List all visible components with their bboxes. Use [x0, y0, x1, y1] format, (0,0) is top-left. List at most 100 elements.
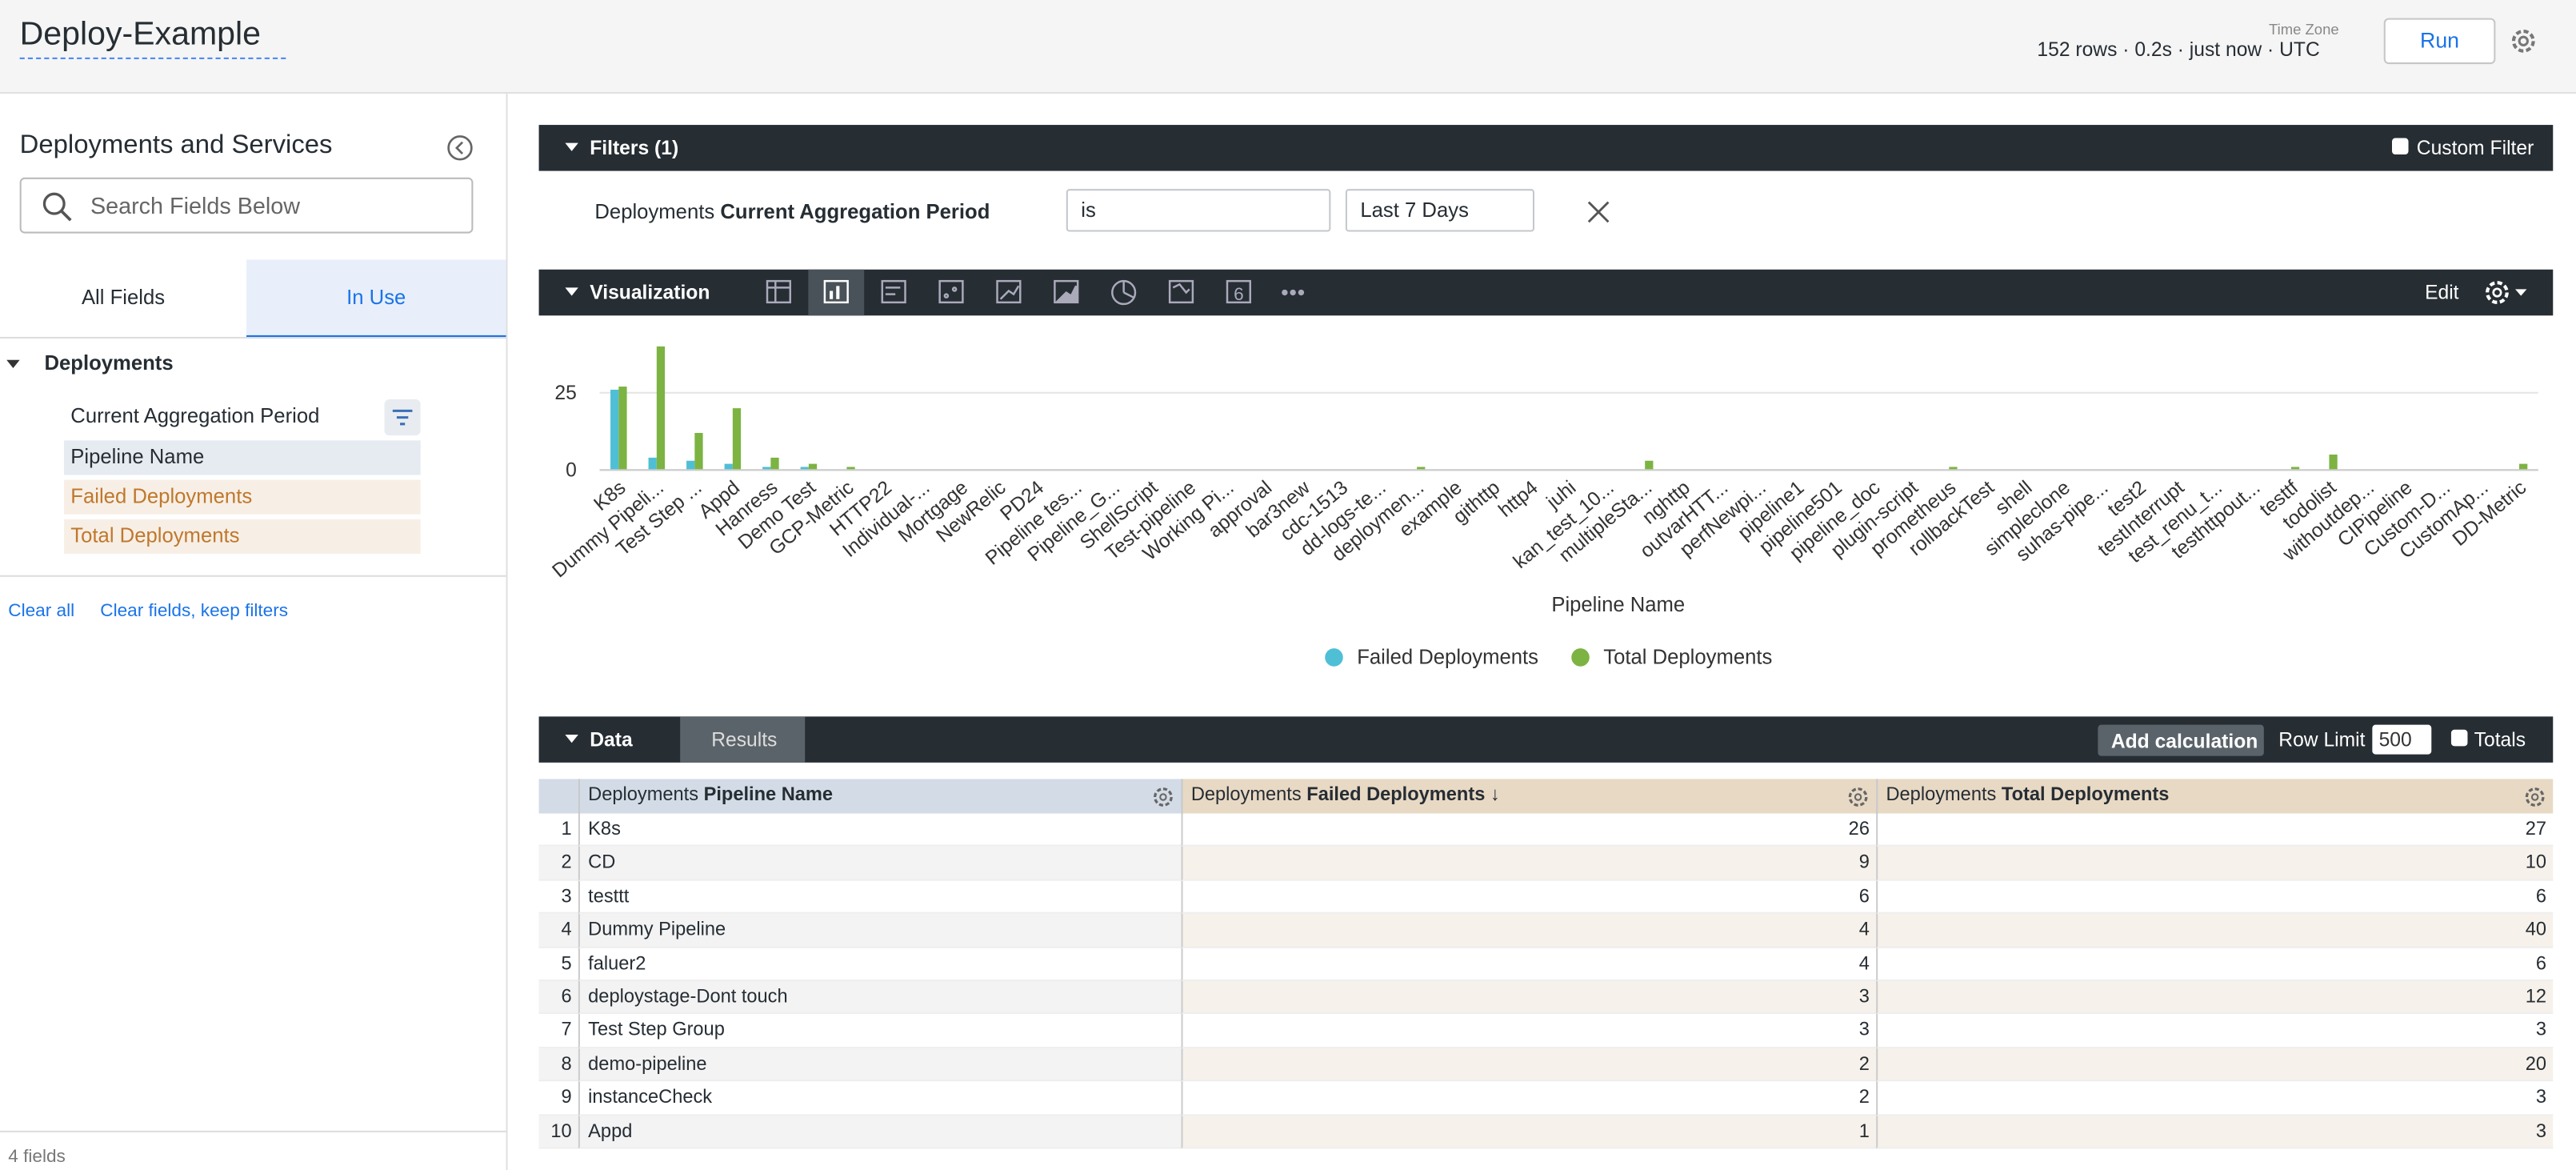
visualization-bar[interactable]: Visualization 6 Edit: [538, 269, 2554, 316]
bar: [694, 432, 703, 471]
header: [0, 0, 2576, 94]
bar: [724, 463, 733, 471]
divider: [0, 575, 506, 577]
column-header[interactable]: Deployments Pipeline Name: [578, 779, 1182, 814]
cell: 1: [1181, 1115, 1877, 1149]
expand-icon[interactable]: [6, 359, 20, 368]
legend-swatch: [1325, 648, 1343, 667]
cell: demo-pipeline: [578, 1048, 1182, 1082]
cell: 20: [1876, 1048, 2554, 1082]
x-axis-title: Pipeline Name: [1551, 594, 1685, 616]
tab[interactable]: All Fields: [81, 286, 166, 310]
bar: [686, 460, 695, 471]
row-index: 2: [538, 847, 578, 881]
cell: testtt: [578, 880, 1182, 915]
cell: instanceCheck: [578, 1081, 1182, 1116]
cell: faluer2: [578, 948, 1182, 981]
cell: 27: [1876, 813, 2554, 847]
viz-settings[interactable]: [2482, 278, 2532, 307]
tab[interactable]: Data: [590, 727, 633, 751]
checkbox[interactable]: [2391, 138, 2409, 155]
column-settings[interactable]: [1846, 785, 1870, 808]
column-view: Deployments: [588, 785, 699, 806]
settings-icon[interactable]: [2509, 26, 2538, 56]
search-icon: [42, 192, 72, 222]
filter-icon[interactable]: [384, 399, 421, 436]
column-view: Deployments: [1190, 785, 1302, 806]
legend-label: Failed Deployments: [1357, 647, 1538, 669]
field[interactable]: Current Aggregation Period: [70, 404, 320, 427]
cell: 4: [1181, 914, 1877, 948]
filter-view: Deployments: [594, 200, 715, 224]
cell: 26: [1181, 813, 1877, 847]
y-tick-label: 0: [566, 460, 577, 482]
edit-button[interactable]: Edit: [2425, 281, 2459, 304]
row-index: 1: [538, 813, 578, 847]
add-calc-button[interactable]: [2098, 724, 2264, 756]
checkbox-label: Totals: [2474, 727, 2526, 751]
collapse-icon[interactable]: [446, 133, 475, 162]
run-button[interactable]: Run: [2383, 18, 2496, 65]
group-label: Deployments: [44, 351, 174, 375]
column-header[interactable]: Deployments Total Deployments: [1876, 779, 2554, 814]
row-index: 5: [538, 948, 578, 981]
x-tick-label: http4: [1494, 477, 1542, 522]
column-header[interactable]: Deployments Failed Deployments ↓: [1181, 779, 1877, 814]
row-index: 8: [538, 1048, 578, 1082]
filters-bar[interactable]: Filters (1) Custom Filter: [538, 125, 2554, 171]
add-calc-label: Add calculation: [2110, 729, 2258, 753]
column-settings[interactable]: [1152, 785, 1175, 808]
field[interactable]: Pipeline Name: [64, 440, 421, 475]
cell: 12: [1876, 980, 2554, 1015]
field[interactable]: Total Deployments: [64, 519, 421, 555]
index-header: [538, 779, 578, 814]
y-tick-label: 25: [554, 383, 576, 404]
bar: [770, 457, 779, 471]
row-limit-label: Row Limit: [2278, 727, 2366, 751]
field-count: 4 fields: [8, 1147, 66, 1168]
bar: [808, 463, 818, 471]
tab[interactable]: In Use: [346, 286, 406, 310]
column-settings[interactable]: [2523, 785, 2546, 808]
link[interactable]: Clear all: [8, 601, 75, 622]
bar: [656, 346, 666, 471]
cell: Test Step Group: [578, 1014, 1182, 1048]
viz-icons[interactable]: 6: [766, 278, 1308, 307]
cell: Dummy Pipeline: [578, 914, 1182, 948]
cell: 2: [1181, 1048, 1877, 1082]
filter-label: Deployments Current Aggregation Period: [594, 201, 990, 224]
operator-select[interactable]: is: [1066, 189, 1331, 232]
status: 152 rows · 0.2s · just now · UTC: [2037, 38, 2320, 61]
checkbox[interactable]: [2450, 729, 2468, 747]
tab-bg: [680, 716, 806, 763]
column-name: Failed Deployments ↓: [1306, 785, 1500, 806]
viz-icon-label: 6: [1234, 284, 1244, 304]
filter-value: Last 7 Days: [1360, 198, 1469, 222]
cell: 40: [1876, 914, 2554, 948]
bar: [618, 387, 627, 471]
bar: [2290, 467, 2300, 471]
search-box[interactable]: [19, 177, 474, 234]
tab[interactable]: Results: [711, 727, 778, 751]
expand-icon: [565, 287, 578, 296]
bar: [1645, 460, 1654, 471]
legend-swatch: [1571, 648, 1590, 667]
divider: [506, 94, 508, 1170]
bar: [1417, 467, 1426, 471]
data-bar[interactable]: Data Results Add calculation Row Limit 5…: [538, 716, 2554, 763]
expand-icon: [565, 142, 578, 151]
field[interactable]: Failed Deployments: [64, 479, 421, 515]
row-limit-input[interactable]: 500: [2372, 724, 2432, 755]
remove-icon[interactable]: [1586, 198, 1612, 225]
link[interactable]: Clear fields, keep filters: [100, 601, 289, 622]
explore-title[interactable]: Deploy-Example: [19, 17, 286, 59]
time-zone[interactable]: Time Zone: [2268, 21, 2339, 38]
bar: [762, 467, 771, 471]
section-title: Visualization: [590, 281, 710, 304]
expand-icon: [565, 734, 578, 743]
cell: 3: [1876, 1081, 2554, 1116]
value-select[interactable]: Last 7 Days: [1345, 189, 1535, 232]
cell: 3: [1876, 1014, 2554, 1048]
